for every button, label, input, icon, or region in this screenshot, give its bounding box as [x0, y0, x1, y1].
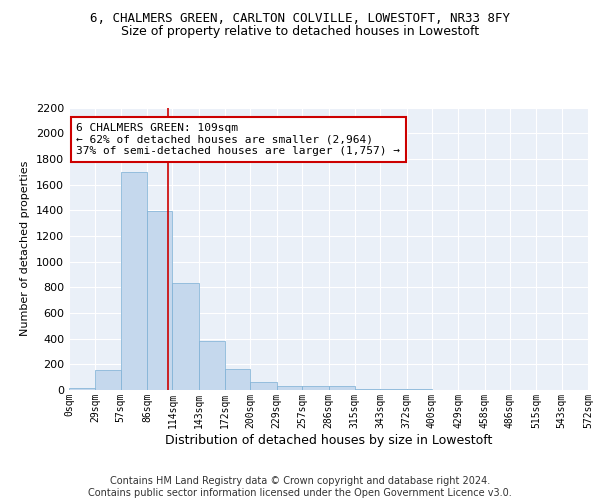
Bar — [329, 386, 355, 390]
Text: 6 CHALMERS GREEN: 109sqm
← 62% of detached houses are smaller (2,964)
37% of sem: 6 CHALMERS GREEN: 109sqm ← 62% of detach… — [76, 123, 400, 156]
X-axis label: Distribution of detached houses by size in Lowestoft: Distribution of detached houses by size … — [165, 434, 492, 446]
Bar — [225, 369, 250, 390]
Bar — [250, 382, 277, 390]
Bar — [121, 172, 147, 390]
Bar — [95, 370, 121, 390]
Bar — [147, 211, 172, 390]
Bar — [172, 283, 199, 390]
Bar — [69, 388, 95, 390]
Bar — [199, 341, 225, 390]
Bar — [302, 386, 329, 390]
Bar — [277, 386, 302, 390]
Text: Size of property relative to detached houses in Lowestoft: Size of property relative to detached ho… — [121, 25, 479, 38]
Text: 6, CHALMERS GREEN, CARLTON COLVILLE, LOWESTOFT, NR33 8FY: 6, CHALMERS GREEN, CARLTON COLVILLE, LOW… — [90, 12, 510, 26]
Y-axis label: Number of detached properties: Number of detached properties — [20, 161, 31, 336]
Text: Contains HM Land Registry data © Crown copyright and database right 2024.
Contai: Contains HM Land Registry data © Crown c… — [88, 476, 512, 498]
